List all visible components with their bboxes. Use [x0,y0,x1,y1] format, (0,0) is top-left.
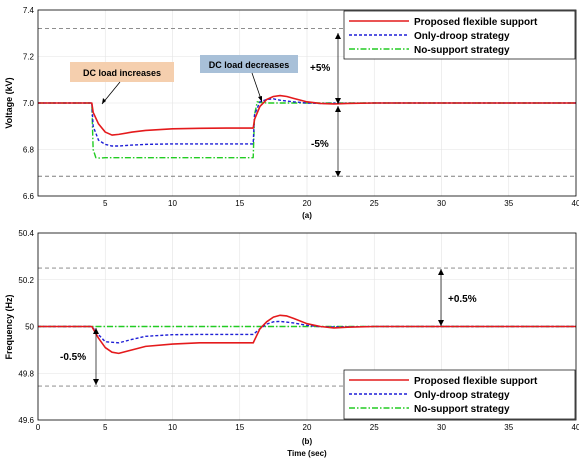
voltage-series-nosupport [38,101,576,159]
voltage-x-tick-label: 35 [504,199,513,208]
dc-load-increase-annotation: DC load increases [70,62,174,105]
frequency-legend-label-proposed: Proposed flexible support [414,376,538,387]
voltage-series [38,94,576,159]
frequency-legend-box [343,369,576,420]
voltage-minus-5pct-marker: -5% [311,106,341,177]
voltage-y-tick-label: 7.4 [23,6,35,15]
frequency-legend-label-nosupport: No-support strategy [414,404,510,415]
frequency-x-tick-label: 15 [235,423,244,432]
frequency-series-proposed [38,314,576,355]
frequency-x-axis-label: Time (sec) [287,449,327,458]
voltage-legend-label-proposed: Proposed flexible support [414,17,538,28]
voltage-x-tick-label: 40 [572,199,579,208]
voltage-plus-5pct-label: +5% [310,63,330,74]
frequency-y-tick-label: 50 [25,323,34,332]
voltage-y-tick-label: 7.2 [23,53,35,62]
frequency-plus-halfpct-marker: +0.5% [438,269,477,326]
dc-load-decrease-text: DC load decreases [209,60,290,70]
voltage-chart: 5 10 15 20 25 30 35 40 6.6 6.8 7.0 7.2 7.4 Voltage … [4,6,579,220]
voltage-plus-5pct-marker: +5% [310,33,341,104]
frequency-plot-frame [37,232,577,421]
frequency-legend-label-droop: Only-droop strategy [414,390,510,401]
voltage-x-tick-label: 20 [303,199,312,208]
frequency-minus-halfpct-label: -0.5% [60,352,86,363]
dc-load-increase-box [70,62,174,82]
voltage-panel-label: (a) [302,211,312,220]
voltage-x-tick-label: 30 [437,199,446,208]
frequency-minus-halfpct-marker: -0.5% [60,328,99,385]
frequency-x-tick-label: 10 [168,423,177,432]
voltage-y-ticks: 6.6 6.8 7.0 7.2 7.4 [23,6,35,201]
frequency-x-tick-label: 25 [370,423,379,432]
dc-load-decrease-arrowhead [258,96,262,102]
dc-load-decrease-annotation: DC load decreases [200,55,298,103]
voltage-x-tick-label: 15 [235,199,244,208]
frequency-series [38,314,576,355]
voltage-x-tick-label: 10 [168,199,177,208]
frequency-x-tick-label: 30 [437,423,446,432]
dc-load-increase-text: DC load increases [83,68,161,78]
voltage-legend-label-droop: Only-droop strategy [414,31,510,42]
frequency-x-tick-label: 20 [303,423,312,432]
voltage-y-tick-label: 6.6 [23,192,35,201]
frequency-x-tick-label: 0 [36,423,41,432]
frequency-x-tick-label: 35 [504,423,513,432]
voltage-y-axis-label: Voltage (kV) [4,77,14,128]
voltage-minus-5pct-label: -5% [311,139,329,150]
voltage-legend: Proposed flexible support Only-droop str… [343,10,576,60]
frequency-x-tick-label: 40 [572,423,579,432]
frequency-y-tick-label: 50.2 [18,276,34,285]
frequency-chart: 0 5 10 15 20 25 30 35 40 49.6 49.8 50 50.2 50.4 Freq… [4,229,579,458]
frequency-y-tick-label: 49.6 [18,416,34,425]
voltage-legend-label-nosupport: No-support strategy [414,45,510,56]
dc-load-decrease-box [200,55,298,73]
voltage-legend-box [343,10,576,60]
frequency-x-tick-label: 5 [103,423,108,432]
voltage-x-ticks: 5 10 15 20 25 30 35 40 [103,199,579,208]
frequency-y-tick-label: 50.4 [18,229,34,238]
frequency-panel-label: (b) [302,437,313,446]
frequency-plus-halfpct-label: +0.5% [448,294,477,305]
voltage-x-tick-label: 25 [370,199,379,208]
voltage-y-tick-label: 6.8 [23,146,35,155]
frequency-x-ticks: 0 5 10 15 20 25 30 35 40 [36,423,579,432]
voltage-x-tick-label: 5 [103,199,108,208]
voltage-y-tick-label: 7.0 [23,99,35,108]
voltage-plot-frame [37,9,577,197]
frequency-y-axis-label: Frequency (Hz) [4,294,14,359]
frequency-y-ticks: 49.6 49.8 50 50.2 50.4 [18,229,34,425]
frequency-legend: Proposed flexible support Only-droop str… [343,369,576,420]
frequency-y-tick-label: 49.8 [18,369,34,378]
dc-load-increase-arrowhead [102,98,106,104]
voltage-series-proposed [38,94,576,136]
